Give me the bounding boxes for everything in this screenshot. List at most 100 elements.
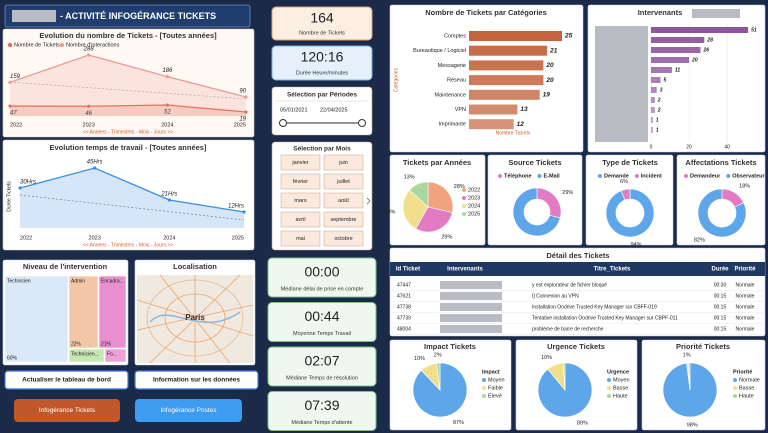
metric-card — [267, 302, 377, 342]
month-label[interactable]: août — [338, 198, 349, 204]
legend-marker — [733, 378, 737, 382]
data-label: 20 — [691, 57, 698, 63]
data-label: 2% — [434, 353, 442, 359]
legend-label: Nombre d'interactions — [66, 42, 120, 48]
button-label[interactable]: Infogérance Postes — [160, 407, 217, 414]
legend-label: Haute — [739, 393, 754, 399]
month-button[interactable] — [280, 154, 321, 171]
button-label[interactable]: Actualiser le tableau de bord — [22, 377, 111, 384]
button[interactable] — [134, 370, 259, 390]
month-label[interactable]: février — [293, 179, 308, 185]
filter-title: Sélection par Périodes — [287, 92, 357, 99]
button[interactable] — [4, 370, 129, 390]
bar — [651, 57, 690, 63]
month-button[interactable] — [280, 230, 321, 247]
axis-footer: << Années - Trimestres - Mois - Jours >> — [83, 129, 174, 135]
month-label[interactable]: avril — [295, 217, 305, 223]
axis-footer: << Années - Trimestres - Mois - Jours >> — [83, 242, 174, 248]
button[interactable] — [14, 399, 120, 422]
table-cell: Normale — [736, 304, 755, 310]
legend-marker — [498, 174, 502, 178]
data-label: 98% — [687, 422, 698, 428]
x-tick-label: 2023 — [89, 235, 101, 241]
metric-value: 02:07 — [304, 353, 339, 369]
legend-marker — [733, 394, 737, 398]
legend-label: 2025 — [468, 211, 480, 217]
month-button[interactable] — [323, 173, 364, 190]
bar — [651, 97, 655, 103]
kpi-label: Nombre de Tickets — [299, 30, 345, 36]
legend-label: 2022 — [468, 187, 480, 193]
kpi-value: 164 — [310, 10, 334, 26]
x-tick-label: 0 — [650, 144, 653, 150]
table-header — [390, 262, 765, 276]
header-title: - ACTIVITÉ INFOGÉRANCE TICKETS — [60, 11, 216, 21]
data-label: 94% — [630, 242, 641, 248]
metric-card — [267, 391, 377, 431]
redacted — [440, 325, 502, 333]
button-label[interactable]: Information sur les données — [153, 377, 240, 384]
table-cell: Normale — [736, 293, 755, 299]
month-label[interactable]: mai — [296, 236, 305, 242]
panel-title: Détail des Tickets — [546, 251, 609, 260]
scroll-arrow[interactable] — [366, 197, 371, 205]
button[interactable] — [135, 399, 242, 422]
month-label[interactable]: mars — [294, 198, 306, 204]
table-cell: Tentative installation Oodrive Trusted K… — [532, 315, 678, 321]
table-cell: 48004 — [397, 326, 411, 332]
slice — [402, 189, 429, 230]
legend-marker — [482, 378, 486, 382]
data-label: 2 — [657, 107, 661, 113]
slice — [427, 181, 454, 213]
data-label: 90 — [239, 89, 246, 95]
data-label: 51 — [751, 27, 757, 33]
legend-label: Nombre de Tickets — [14, 42, 60, 48]
legend-label: Moyen — [488, 377, 505, 383]
slice — [687, 362, 691, 391]
month-label[interactable]: octobre — [334, 236, 352, 242]
kpi-card — [271, 45, 373, 81]
panel — [2, 28, 255, 138]
data-label: 10% — [414, 356, 425, 362]
point — [8, 80, 12, 84]
treemap-value: 60% — [7, 355, 18, 361]
slider-handle[interactable] — [279, 119, 287, 127]
month-button[interactable] — [323, 211, 364, 228]
data-label: 20 — [545, 77, 554, 84]
chart-title: Nombre de Tickets par Catégories — [425, 8, 547, 17]
x-tick-label: 20 — [686, 144, 692, 150]
month-label[interactable]: juin — [338, 160, 348, 166]
legend-marker — [684, 174, 688, 178]
bar — [469, 104, 518, 115]
chart-title: Source Tickets — [508, 158, 561, 167]
point — [167, 198, 171, 202]
table-cell: Normale — [736, 282, 755, 288]
month-button[interactable] — [323, 230, 364, 247]
treemap-cell — [104, 348, 127, 363]
button-label[interactable]: Infogérance Tickets — [39, 407, 96, 414]
bar — [469, 75, 544, 86]
slider-handle[interactable] — [358, 119, 366, 127]
map-river — [149, 311, 241, 324]
data-label: 46 — [85, 111, 92, 117]
legend-label: Observateur — [732, 173, 765, 179]
month-button[interactable] — [280, 192, 321, 209]
treemap-value: 22% — [71, 341, 82, 347]
month-button[interactable] — [323, 192, 364, 209]
month-button[interactable] — [280, 211, 321, 228]
metric-label: Moyenne Temps Travail — [293, 331, 351, 337]
month-label[interactable]: janvier — [291, 160, 308, 166]
month-label[interactable]: juillet — [336, 179, 350, 185]
redacted — [440, 292, 502, 300]
date-end[interactable]: 22/04/2025 — [320, 107, 348, 113]
chart-title: Evolution du nombre de Tickets - [Toutes… — [39, 31, 217, 40]
date-start[interactable]: 05/01/2021 — [280, 107, 308, 113]
treemap-value: 21% — [101, 341, 112, 347]
month-button[interactable] — [323, 154, 364, 171]
trend-line — [9, 81, 247, 100]
legend-title: Priorité — [733, 369, 752, 375]
month-button[interactable] — [280, 173, 321, 190]
month-label[interactable]: septembre — [331, 217, 357, 223]
legend-label: Élevé — [488, 392, 502, 399]
table-cell: 47621 — [397, 293, 411, 299]
